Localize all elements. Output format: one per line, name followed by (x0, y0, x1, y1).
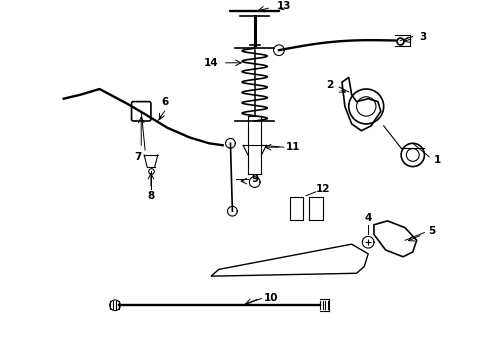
Text: 12: 12 (316, 184, 330, 194)
Text: 8: 8 (147, 191, 154, 201)
Text: 3: 3 (419, 32, 426, 42)
Text: 11: 11 (286, 142, 301, 152)
Polygon shape (342, 77, 381, 131)
Polygon shape (290, 197, 303, 220)
Polygon shape (309, 197, 322, 220)
Text: 13: 13 (276, 1, 291, 10)
Text: 1: 1 (433, 155, 441, 165)
Text: 9: 9 (251, 174, 258, 184)
Text: 7: 7 (135, 152, 142, 162)
Text: 14: 14 (204, 58, 219, 68)
Text: 6: 6 (161, 96, 168, 107)
Text: 10: 10 (264, 293, 278, 303)
Text: 2: 2 (326, 80, 333, 90)
FancyBboxPatch shape (131, 102, 151, 121)
Text: 5: 5 (429, 226, 436, 235)
Polygon shape (374, 221, 416, 257)
Text: 4: 4 (365, 213, 372, 223)
Polygon shape (211, 244, 368, 276)
